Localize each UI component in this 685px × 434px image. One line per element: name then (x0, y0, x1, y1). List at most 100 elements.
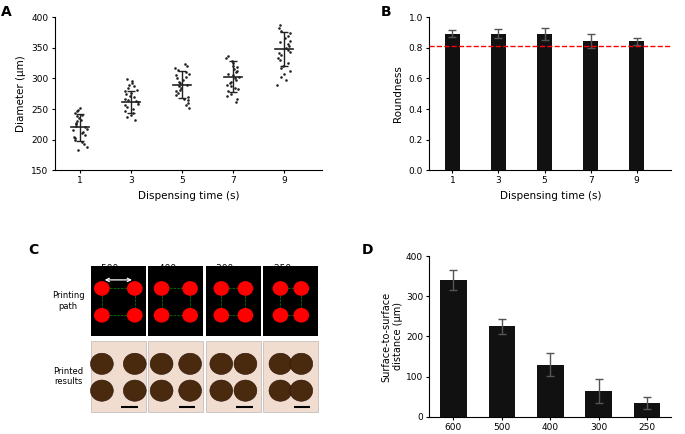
Point (120, 102, 131, 109)
Point (231, 76, 242, 83)
Point (71, 120, 82, 127)
Point (170, 88, 181, 95)
Point (275, 21, 286, 28)
Text: D: D (362, 243, 373, 257)
Bar (149, 266, 203, 336)
Ellipse shape (238, 282, 253, 295)
Point (227, 62, 238, 69)
Point (171, 92, 182, 99)
Point (123, 96, 134, 103)
Point (273, 25, 284, 32)
Point (70, 109, 81, 116)
Point (132, 99, 143, 106)
Y-axis label: Roundness: Roundness (393, 65, 403, 122)
Point (227, 57, 238, 64)
Point (73, 106, 84, 113)
Point (121, 91, 132, 98)
Y-axis label: Diameter (μm): Diameter (μm) (16, 56, 26, 132)
Point (173, 83, 184, 90)
Point (225, 79, 236, 86)
Ellipse shape (210, 353, 233, 375)
Point (181, 74, 192, 81)
Point (284, 68, 295, 75)
Bar (537, 365, 564, 417)
Point (177, 77, 188, 84)
Point (70, 135, 81, 142)
Point (72, 113, 83, 120)
X-axis label: Dispensing time (s): Dispensing time (s) (138, 191, 239, 201)
Point (128, 94, 139, 101)
Point (279, 71, 290, 78)
Bar (634, 403, 660, 417)
Point (80, 131, 91, 138)
Ellipse shape (290, 380, 312, 401)
Point (119, 107, 130, 114)
Point (232, 95, 242, 102)
Ellipse shape (90, 380, 113, 401)
Point (123, 81, 134, 88)
Point (120, 95, 131, 102)
Ellipse shape (179, 380, 201, 401)
Ellipse shape (273, 309, 288, 322)
Point (82, 125, 92, 132)
Point (281, 77, 292, 84)
Point (171, 75, 182, 82)
Point (276, 27, 287, 34)
Point (79, 123, 90, 130)
Point (276, 74, 287, 81)
Point (170, 65, 181, 72)
Ellipse shape (269, 380, 292, 401)
Point (280, 44, 291, 51)
Ellipse shape (234, 380, 257, 401)
Point (233, 73, 244, 80)
Point (277, 62, 288, 69)
Point (284, 37, 295, 44)
Point (282, 59, 293, 66)
Point (227, 72, 238, 79)
Ellipse shape (123, 380, 146, 401)
Text: 250 μm: 250 μm (273, 264, 308, 273)
Point (71, 122, 82, 129)
Ellipse shape (154, 309, 169, 322)
Point (127, 109, 138, 116)
Point (68, 133, 79, 140)
Bar (206, 341, 261, 412)
Point (132, 101, 143, 108)
Point (233, 86, 244, 93)
Text: 400 μm: 400 μm (159, 264, 193, 273)
Point (272, 81, 283, 88)
Point (76, 138, 87, 145)
Text: B: B (381, 5, 392, 19)
Text: A: A (1, 5, 12, 19)
Point (179, 61, 190, 68)
Point (71, 121, 82, 128)
Point (229, 66, 240, 73)
Point (229, 84, 240, 91)
Point (121, 113, 132, 120)
Point (232, 64, 242, 71)
Point (126, 111, 137, 118)
Point (184, 70, 195, 77)
Point (130, 98, 141, 105)
Text: 300 μm: 300 μm (216, 264, 251, 273)
Point (221, 81, 232, 88)
Ellipse shape (269, 353, 292, 375)
Ellipse shape (214, 309, 228, 322)
Point (82, 143, 92, 150)
Point (222, 88, 233, 95)
Point (74, 115, 85, 122)
Text: 500 μm: 500 μm (101, 264, 136, 273)
Bar (264, 266, 319, 336)
Ellipse shape (183, 309, 197, 322)
Bar (630, 41, 644, 170)
Point (279, 35, 290, 42)
Point (127, 105, 138, 112)
Point (72, 107, 83, 114)
Point (171, 72, 182, 79)
Point (221, 55, 232, 62)
Point (181, 102, 192, 109)
Ellipse shape (234, 353, 257, 375)
Point (132, 87, 142, 94)
Ellipse shape (95, 309, 109, 322)
Point (125, 92, 136, 99)
